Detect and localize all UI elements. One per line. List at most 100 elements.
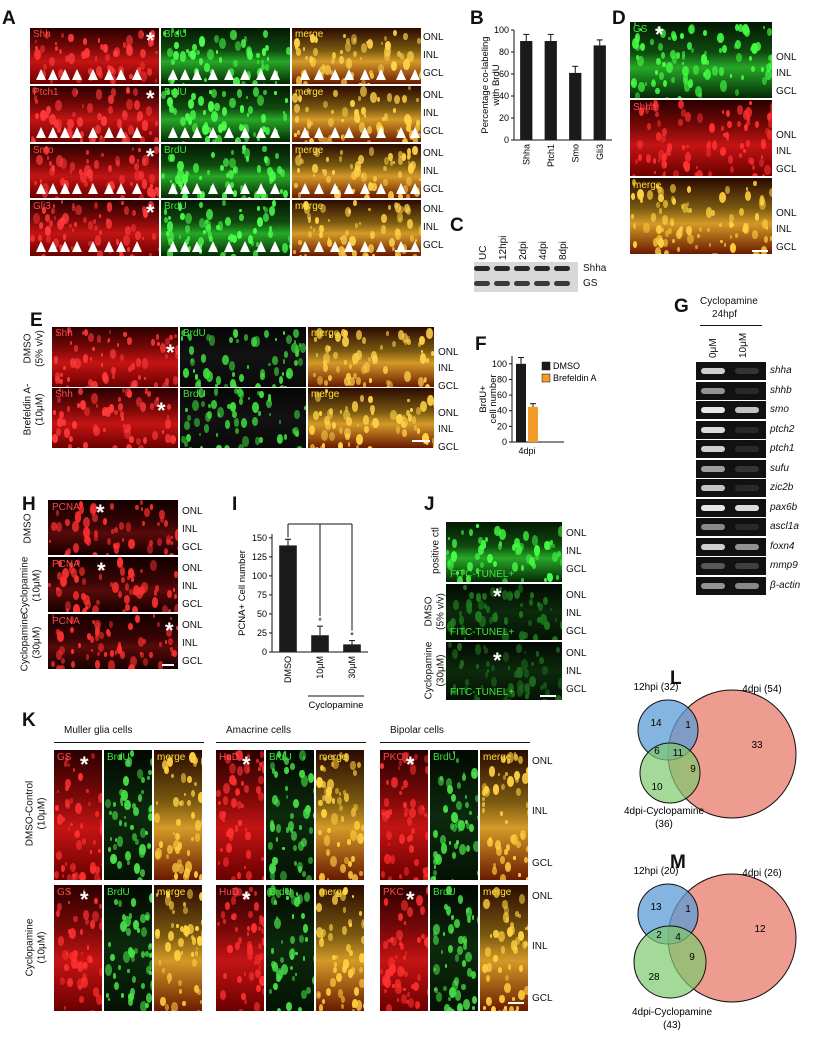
cell-signal bbox=[687, 186, 692, 194]
cell-signal bbox=[217, 860, 221, 865]
arrowhead-marker bbox=[88, 241, 98, 252]
cell-signal bbox=[247, 197, 252, 198]
cell-signal bbox=[527, 619, 532, 627]
cell-signal bbox=[729, 242, 737, 253]
cell-signal bbox=[304, 804, 311, 815]
panel-l-venn-diagram: 12hpi (32) 4dpi (54)4dpi-Cyclopamine(36)1… bbox=[624, 682, 797, 830]
k-merge-tile: merge bbox=[154, 885, 202, 1011]
cell-signal bbox=[358, 967, 363, 974]
cell-signal bbox=[440, 775, 444, 781]
cell-signal bbox=[44, 32, 49, 40]
cell-signal bbox=[283, 110, 286, 115]
cell-signal bbox=[108, 403, 115, 413]
cell-signal bbox=[353, 108, 360, 118]
cell-signal bbox=[396, 965, 404, 977]
cell-signal bbox=[50, 165, 55, 173]
cell-signal bbox=[170, 773, 174, 779]
cell-signal bbox=[363, 362, 371, 374]
cell-signal bbox=[308, 231, 313, 239]
arrowhead-marker bbox=[104, 69, 114, 80]
cell-signal bbox=[483, 644, 487, 650]
cell-signal bbox=[222, 818, 225, 822]
a-merge-label: merge bbox=[295, 201, 324, 212]
cell-signal bbox=[128, 623, 133, 631]
h-row2-label-line1: Cyclopamine bbox=[19, 556, 31, 615]
cell-signal bbox=[280, 870, 287, 880]
cell-signal bbox=[343, 959, 350, 970]
cell-signal bbox=[68, 53, 76, 65]
cell-signal bbox=[483, 898, 490, 910]
cell-signal bbox=[132, 606, 139, 612]
cell-signal bbox=[166, 891, 171, 898]
cell-signal bbox=[118, 754, 123, 761]
cell-signal bbox=[173, 437, 177, 442]
cell-signal bbox=[293, 103, 300, 114]
cell-signal bbox=[101, 152, 105, 158]
cell-signal bbox=[158, 960, 162, 965]
cell-signal bbox=[494, 525, 501, 537]
cell-signal bbox=[297, 894, 304, 904]
cell-signal bbox=[463, 939, 468, 945]
cell-signal bbox=[414, 238, 417, 243]
y-axis-title: PCNA+ Cell number bbox=[237, 550, 248, 636]
cell-signal bbox=[159, 841, 164, 848]
cell-signal bbox=[193, 871, 198, 878]
cell-signal bbox=[728, 213, 734, 222]
cell-signal bbox=[686, 144, 689, 149]
cell-signal bbox=[353, 769, 358, 777]
cell-signal bbox=[55, 804, 60, 811]
cell-signal bbox=[242, 150, 246, 155]
cell-signal bbox=[184, 861, 192, 873]
cell-signal bbox=[497, 967, 502, 974]
cell-signal bbox=[208, 236, 213, 243]
cell-signal bbox=[158, 642, 162, 647]
cell-signal bbox=[658, 72, 664, 81]
cell-signal bbox=[669, 217, 675, 226]
cell-signal bbox=[154, 585, 160, 593]
cell-signal bbox=[423, 866, 428, 877]
cell-signal bbox=[48, 160, 53, 167]
cell-signal bbox=[657, 120, 662, 127]
cell-signal bbox=[69, 951, 75, 960]
cell-signal bbox=[137, 159, 140, 163]
cell-signal bbox=[63, 428, 70, 439]
arrowhead-marker bbox=[360, 69, 370, 80]
cell-signal bbox=[754, 120, 760, 128]
arrowhead-marker bbox=[300, 183, 310, 194]
cell-signal bbox=[475, 611, 482, 623]
cell-signal bbox=[187, 98, 195, 110]
j-tile: FITC-TUNEL+ bbox=[446, 642, 562, 700]
h-row3-label-line1: Cyclopamine bbox=[19, 613, 31, 672]
k-green-tile: BrdU bbox=[430, 750, 478, 880]
cell-signal bbox=[257, 136, 260, 142]
cell-signal bbox=[499, 856, 505, 864]
cell-signal bbox=[493, 560, 498, 568]
cell-signal bbox=[182, 83, 185, 84]
panels.D.layers-layer-2: GCL bbox=[776, 242, 797, 253]
cell-signal bbox=[229, 835, 233, 841]
cell-signal bbox=[319, 445, 326, 448]
cell-signal bbox=[246, 941, 253, 950]
cell-signal bbox=[116, 119, 123, 128]
cell-signal bbox=[190, 951, 195, 958]
asterisk-marker: * bbox=[146, 86, 155, 111]
cell-signal bbox=[515, 543, 519, 549]
cell-signal bbox=[259, 920, 262, 925]
cell-signal bbox=[121, 415, 125, 421]
arrowhead-marker bbox=[208, 127, 218, 138]
cell-signal bbox=[350, 163, 354, 169]
cell-signal bbox=[638, 106, 645, 116]
cell-signal bbox=[722, 110, 725, 114]
cell-signal bbox=[203, 424, 210, 434]
cell-signal bbox=[309, 444, 315, 448]
cell-signal bbox=[433, 440, 434, 448]
panels.E.layers-layer-1: INL bbox=[438, 424, 454, 435]
cell-signal bbox=[432, 963, 440, 975]
cell-signal bbox=[501, 631, 509, 640]
y-tick-label: 75 bbox=[257, 590, 267, 600]
cell-signal bbox=[372, 417, 379, 429]
cell-signal bbox=[403, 58, 410, 70]
d-tile: GS bbox=[630, 22, 772, 98]
cell-signal bbox=[355, 434, 363, 446]
cell-signal bbox=[121, 110, 128, 121]
